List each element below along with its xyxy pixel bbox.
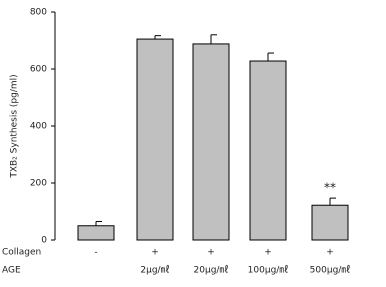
error-bar bbox=[154, 35, 161, 40]
bar bbox=[77, 225, 115, 241]
y-tick-label: 800 bbox=[30, 8, 47, 18]
bar bbox=[249, 60, 287, 241]
category-label: 100μg/㎖ bbox=[248, 265, 289, 276]
y-tick-label: 600 bbox=[30, 65, 47, 75]
category-label: - bbox=[94, 248, 97, 258]
value-annotation: ** bbox=[324, 181, 336, 195]
bar bbox=[311, 204, 349, 241]
category-label: + bbox=[264, 248, 272, 258]
category-label: + bbox=[326, 248, 334, 258]
bar bbox=[192, 43, 230, 241]
y-tick-label: 400 bbox=[30, 122, 47, 132]
category-label: 500μg/㎖ bbox=[310, 265, 351, 276]
y-axis-label: TXB₂ Synthesis (pg/ml) bbox=[10, 74, 20, 178]
error-bar bbox=[267, 52, 274, 62]
error-bar bbox=[210, 34, 217, 44]
category-label: + bbox=[207, 248, 215, 258]
category-label: + bbox=[151, 248, 159, 258]
error-bar bbox=[95, 220, 102, 226]
y-tick-label: 0 bbox=[41, 236, 47, 246]
row-label: Collagen bbox=[2, 248, 41, 258]
category-label: 2μg/㎖ bbox=[140, 265, 169, 276]
error-bar bbox=[329, 197, 336, 206]
bar bbox=[136, 38, 174, 241]
y-tick-label: 200 bbox=[30, 179, 47, 189]
row-label: AGE bbox=[2, 266, 21, 276]
category-label: 20μg/㎖ bbox=[194, 265, 229, 276]
